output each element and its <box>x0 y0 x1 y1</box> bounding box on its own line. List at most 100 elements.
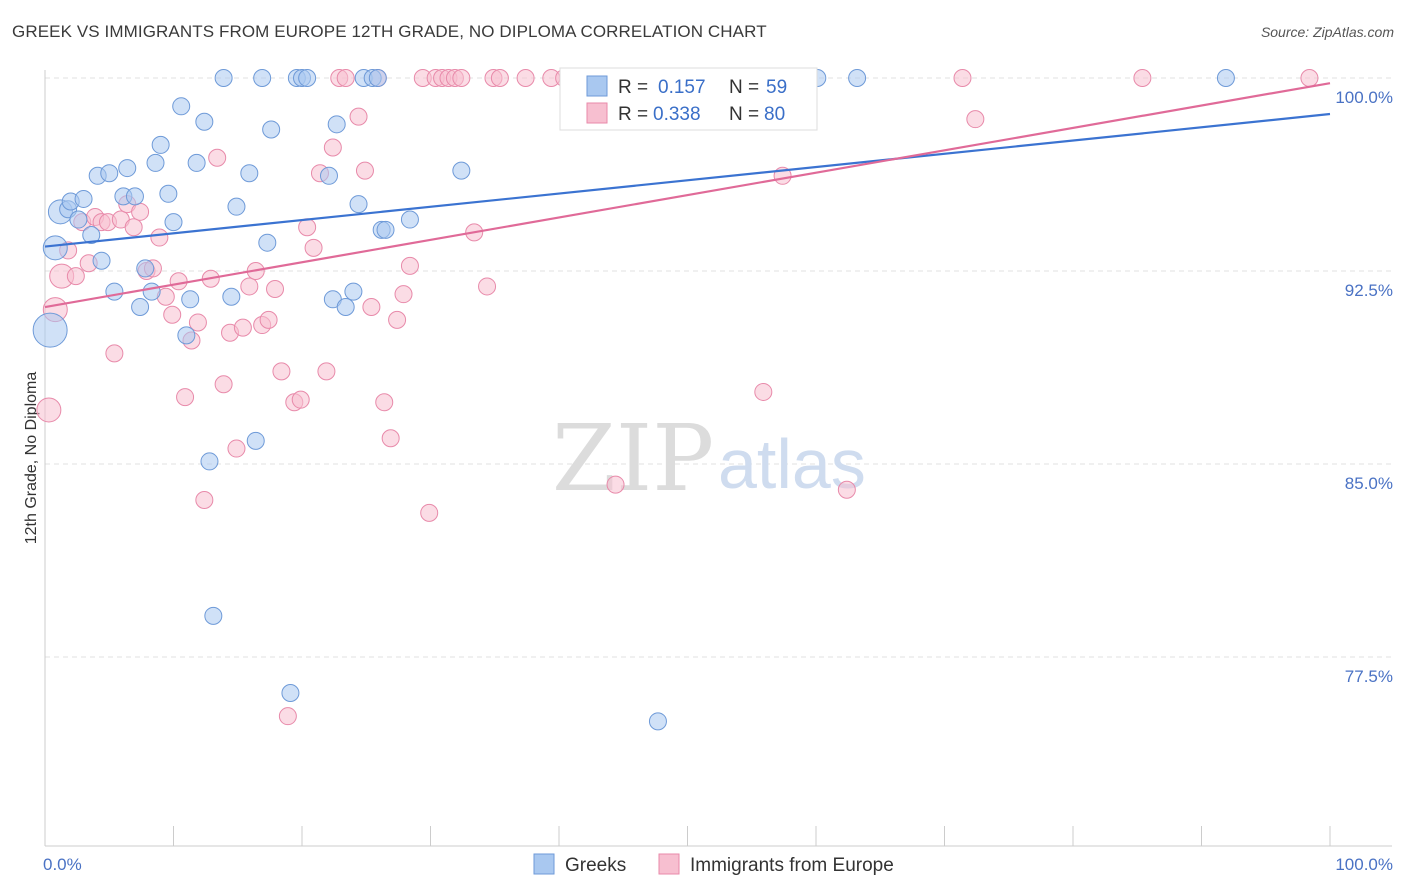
data-point <box>163 305 182 324</box>
y-tick-labels: 100.0% 92.5% 85.0% 77.5% <box>1335 88 1393 686</box>
data-point <box>323 138 342 157</box>
data-point <box>195 112 214 131</box>
series-legend: Greeks Immigrants from Europe <box>533 853 894 876</box>
legend-n-value-immigrants: 80 <box>764 104 785 125</box>
data-point <box>118 159 137 178</box>
data-point <box>848 69 867 87</box>
data-point <box>187 153 206 172</box>
data-point <box>754 382 773 401</box>
data-point <box>92 251 111 270</box>
data-point <box>355 161 374 180</box>
x-tick-label: 100.0% <box>1335 855 1393 874</box>
trend-line-greeks <box>44 112 1331 248</box>
data-point <box>388 310 407 329</box>
data-point <box>452 69 471 87</box>
data-point <box>100 164 119 183</box>
data-point <box>195 491 214 510</box>
data-point <box>214 69 233 87</box>
data-point <box>1216 69 1235 87</box>
legend-r-value-immigrants: 0.338 <box>653 104 701 125</box>
data-point <box>953 69 972 87</box>
data-point <box>124 218 143 237</box>
data-point <box>69 210 88 229</box>
data-point <box>42 235 68 261</box>
data-point <box>344 282 363 301</box>
axes <box>44 70 1392 847</box>
y-tick-label: 92.5% <box>1345 281 1393 300</box>
y-tick-label: 85.0% <box>1345 474 1393 493</box>
legend-n-label-greeks: N = <box>729 77 759 98</box>
data-point <box>516 69 535 87</box>
data-point <box>262 120 281 139</box>
data-point <box>66 267 85 286</box>
y-axis-label: 12th Grade, No Diploma <box>23 372 40 545</box>
series-immigrants-points <box>36 69 1319 726</box>
trend-lines <box>44 82 1331 309</box>
data-point <box>82 225 101 244</box>
legend-r-label-greeks: R = <box>618 77 648 98</box>
data-point <box>319 166 338 185</box>
data-point <box>177 326 196 345</box>
data-point <box>131 298 150 317</box>
data-point <box>400 210 419 229</box>
data-point <box>272 362 291 381</box>
legend-swatch-immigrants <box>586 102 608 124</box>
data-point <box>222 287 241 306</box>
data-point <box>336 69 355 87</box>
data-point <box>136 259 155 278</box>
data-point <box>368 69 387 87</box>
data-point <box>204 606 223 625</box>
data-point <box>150 228 169 247</box>
data-point <box>181 290 200 309</box>
data-point <box>200 452 219 471</box>
data-point <box>349 107 368 126</box>
data-point <box>298 69 317 87</box>
data-point <box>176 388 195 407</box>
data-point <box>253 69 272 87</box>
data-point <box>36 397 62 423</box>
data-point <box>317 362 336 381</box>
data-point <box>606 475 625 494</box>
data-point <box>105 282 124 301</box>
legend-swatch-greeks <box>586 75 608 97</box>
data-point <box>966 110 985 129</box>
data-point <box>394 285 413 304</box>
data-point <box>227 439 246 458</box>
data-point <box>151 135 170 154</box>
data-point <box>214 375 233 394</box>
x-tick-labels: 0.0% 100.0% <box>43 855 1393 874</box>
data-point <box>266 280 285 299</box>
data-point <box>327 115 346 134</box>
data-point <box>259 310 278 329</box>
data-point <box>304 238 323 257</box>
y-tick-label: 100.0% <box>1335 88 1393 107</box>
data-point <box>227 197 246 216</box>
y-tick-label: 77.5% <box>1345 667 1393 686</box>
data-point <box>336 298 355 317</box>
series-legend-swatch-greeks <box>533 853 555 875</box>
data-point <box>281 684 300 703</box>
data-point <box>159 184 178 203</box>
series-legend-label-greeks: Greeks <box>565 855 626 876</box>
watermark-zip: ZIP <box>552 405 714 512</box>
data-point <box>291 390 310 409</box>
data-point <box>349 195 368 214</box>
data-point <box>240 277 259 296</box>
data-point <box>240 164 259 183</box>
legend-n-value-greeks: 59 <box>766 77 787 98</box>
data-point <box>233 318 252 337</box>
stats-legend: R = 0.157 N = 59 R = 0.338 N = 80 <box>559 67 818 131</box>
data-point <box>648 712 667 731</box>
data-point <box>246 431 265 450</box>
data-point <box>375 393 394 412</box>
x-tick-label: 0.0% <box>43 855 82 874</box>
data-point <box>381 429 400 448</box>
data-point <box>169 272 188 291</box>
data-point <box>188 313 207 332</box>
data-point <box>164 213 183 232</box>
data-point <box>131 202 150 221</box>
data-point <box>837 480 856 499</box>
trend-line-immigrants <box>44 82 1331 309</box>
data-point <box>400 256 419 275</box>
